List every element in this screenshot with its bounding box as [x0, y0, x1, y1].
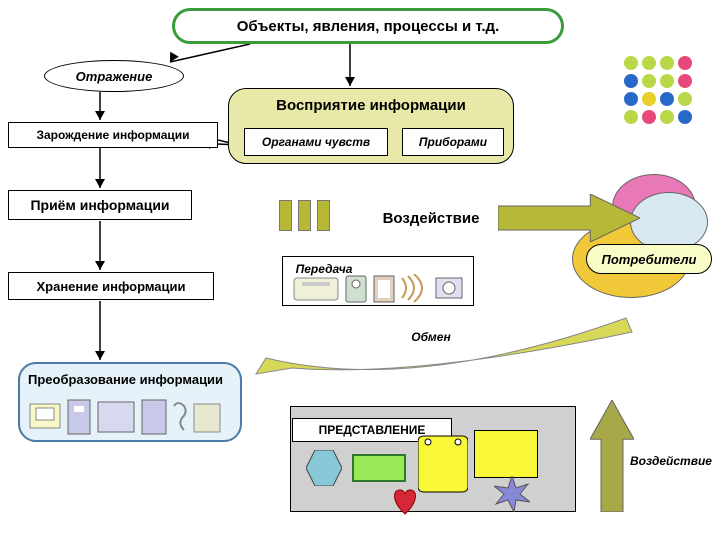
- node-origin: Зарождение информации: [8, 122, 218, 148]
- bar: [279, 200, 292, 231]
- blob: [630, 192, 708, 252]
- bar: [298, 200, 311, 231]
- transfer-icons: [292, 274, 468, 309]
- node-receive: Приём информации: [8, 190, 192, 220]
- node-senses: Органами чувств: [244, 128, 388, 156]
- node-consumers: Потребители: [586, 244, 712, 274]
- node-devices: Приборами: [402, 128, 504, 156]
- dot-matrix: [624, 56, 692, 124]
- bar: [317, 200, 330, 231]
- green-rect: [352, 454, 406, 482]
- node-transfer: Передача: [286, 260, 362, 278]
- node-exchange: Обмен: [396, 328, 466, 346]
- node-reflection: Отражение: [44, 60, 184, 92]
- scroll-icon: [418, 432, 468, 494]
- yellow-rect: [474, 430, 538, 478]
- heart-icon: [390, 486, 420, 516]
- node-impact2: Воздействие: [626, 452, 716, 470]
- transform-icons: [28, 398, 228, 443]
- big-arrow: [498, 194, 640, 242]
- node-impact: Воздействие: [361, 206, 501, 230]
- node-storage: Хранение информации: [8, 272, 214, 300]
- hexagon-icon: [306, 450, 342, 486]
- star-icon: [494, 476, 530, 512]
- node-top: Объекты, явления, процессы и т.д.: [172, 8, 564, 44]
